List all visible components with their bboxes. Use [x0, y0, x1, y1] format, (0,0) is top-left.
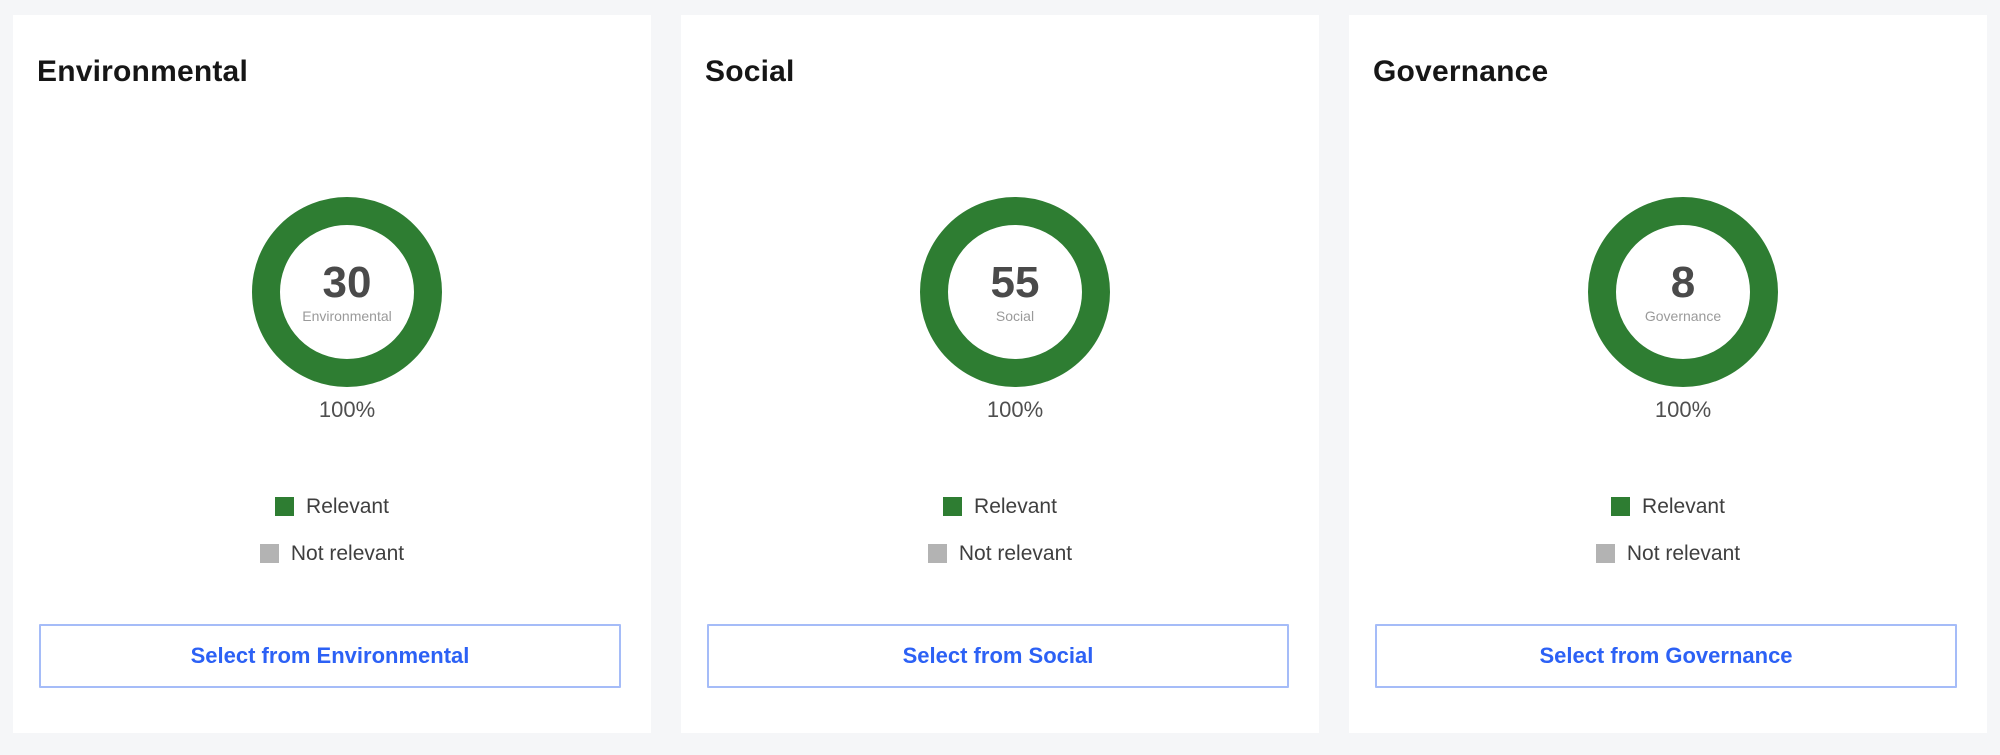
donut-value: 8 [1670, 257, 1696, 307]
legend-swatch-not-relevant [259, 544, 279, 563]
card-governance: Governance 8 Governance 100% Relevant No… [1349, 15, 1987, 733]
donut-value: 30 [322, 257, 372, 307]
legend-swatch-relevant [1611, 497, 1631, 516]
legend-swatch-not-relevant [1595, 544, 1615, 563]
donut-label: Governance [1644, 307, 1722, 324]
legend-item-relevant: Relevant [943, 494, 1057, 519]
legend-swatch-relevant [275, 497, 295, 516]
card-social: Social 55 Social 100% Relevant Not relev… [681, 15, 1319, 733]
legend-label-relevant: Relevant [1642, 495, 1725, 518]
legend-label-relevant: Relevant [974, 495, 1057, 518]
percent-caption: 100% [1654, 397, 1712, 422]
card-title-social: Social [705, 55, 795, 88]
donut-ring: 8 Governance [1588, 197, 1778, 387]
legend-label-not-relevant: Not relevant [290, 542, 405, 565]
card-environmental: Environmental 30 Environmental 100% Rele… [13, 15, 651, 733]
donut-chart-governance: 8 Governance 100% [1388, 197, 1978, 422]
percent-caption: 100% [318, 397, 376, 422]
chart-legend: Relevant Not relevant [705, 494, 1295, 566]
donut-ring: 55 Social [920, 197, 1110, 387]
donut-label: Social [995, 307, 1035, 324]
select-from-environmental-button[interactable]: Select from Environmental [39, 624, 621, 688]
chart-legend: Relevant Not relevant [1373, 494, 1963, 566]
donut-value: 55 [990, 257, 1040, 307]
chart-legend: Relevant Not relevant [37, 494, 627, 566]
select-from-governance-button[interactable]: Select from Governance [1375, 624, 1957, 688]
card-title-environmental: Environmental [37, 55, 248, 88]
legend-swatch-relevant [943, 497, 963, 516]
legend-label-relevant: Relevant [306, 495, 389, 518]
select-from-social-button[interactable]: Select from Social [707, 624, 1289, 688]
donut-ring: 30 Environmental [252, 197, 442, 387]
card-title-governance: Governance [1373, 55, 1549, 88]
legend-item-relevant: Relevant [1611, 494, 1725, 519]
legend-label-not-relevant: Not relevant [1626, 542, 1741, 565]
legend-item-not-relevant: Not relevant [927, 541, 1073, 566]
donut-chart-social: 55 Social 100% [720, 197, 1310, 422]
legend-item-not-relevant: Not relevant [259, 541, 405, 566]
donut-label: Environmental [302, 307, 392, 324]
legend-item-not-relevant: Not relevant [1595, 541, 1741, 566]
legend-item-relevant: Relevant [275, 494, 389, 519]
legend-swatch-not-relevant [927, 544, 947, 563]
donut-chart-environmental: 30 Environmental 100% [52, 197, 642, 422]
legend-label-not-relevant: Not relevant [958, 542, 1073, 565]
percent-caption: 100% [986, 397, 1044, 422]
